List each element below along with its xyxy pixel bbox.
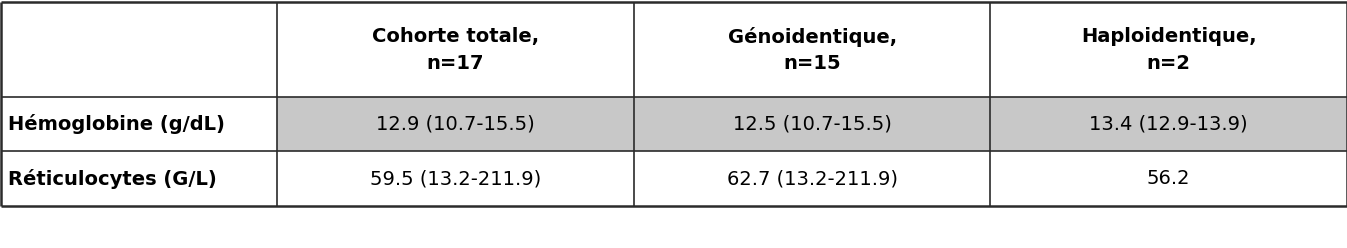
Text: 59.5 (13.2-211.9): 59.5 (13.2-211.9) [370,169,541,188]
Text: n=17: n=17 [427,54,485,73]
Text: n=2: n=2 [1146,54,1191,73]
Bar [1,2,277,97]
Text: Hémoglobine (g/dL): Hémoglobine (g/dL) [8,114,225,134]
Text: n=15: n=15 [784,54,841,73]
Bar [990,2,1347,97]
Bar [634,152,990,206]
Bar [990,152,1347,206]
Text: 13.4 (12.9-13.9): 13.4 (12.9-13.9) [1090,115,1249,134]
Bar [1,97,277,152]
Text: Haploidentique,: Haploidentique, [1080,27,1257,46]
Bar [277,152,634,206]
Bar [634,97,990,152]
Text: Réticulocytes (G/L): Réticulocytes (G/L) [8,169,217,189]
Bar [1,152,277,206]
Bar [277,2,634,97]
Text: 12.9 (10.7-15.5): 12.9 (10.7-15.5) [376,115,535,134]
Bar [277,97,634,152]
Bar [990,97,1347,152]
Text: Cohorte totale,: Cohorte totale, [372,27,539,46]
Text: 12.5 (10.7-15.5): 12.5 (10.7-15.5) [733,115,892,134]
Text: Génoidentique,: Génoidentique, [727,27,897,47]
Text: 62.7 (13.2-211.9): 62.7 (13.2-211.9) [726,169,897,188]
Bar [634,2,990,97]
Text: 56.2: 56.2 [1146,169,1191,188]
